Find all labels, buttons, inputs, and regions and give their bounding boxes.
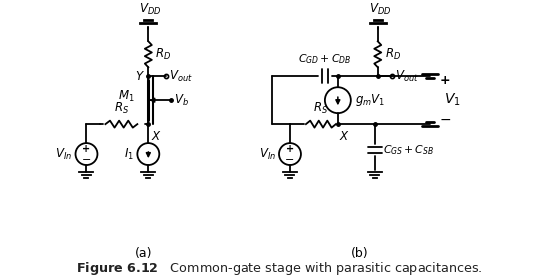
Text: −: − [285, 155, 295, 165]
Text: $V_{out}$: $V_{out}$ [169, 69, 193, 84]
Text: +: + [286, 144, 294, 153]
Text: −: − [440, 113, 451, 127]
Text: $V_{In}$: $V_{In}$ [55, 146, 73, 162]
Text: $R_D$: $R_D$ [384, 47, 401, 62]
Text: $V_{DD}$: $V_{DD}$ [369, 2, 391, 17]
Text: (b): (b) [351, 247, 369, 260]
Text: $C_{GS}+C_{SB}$: $C_{GS}+C_{SB}$ [383, 143, 434, 157]
Text: $R_S$: $R_S$ [314, 101, 329, 116]
Text: $C_{GD}+C_{DB}$: $C_{GD}+C_{DB}$ [299, 52, 352, 66]
Text: X: X [340, 130, 348, 143]
Text: $V_b$: $V_b$ [174, 93, 189, 108]
Text: $M_1$: $M_1$ [118, 89, 134, 104]
Text: +: + [83, 144, 90, 153]
Text: $V_{In}$: $V_{In}$ [259, 146, 276, 162]
Text: X: X [151, 130, 160, 143]
Text: $\bf{Figure\ 6.12}$   Common-gate stage with parasitic capacitances.: $\bf{Figure\ 6.12}$ Common-gate stage wi… [76, 260, 482, 277]
Text: $R_D$: $R_D$ [155, 47, 171, 62]
Text: Y: Y [135, 70, 142, 83]
Text: $V_{out}$: $V_{out}$ [395, 69, 418, 84]
Text: $g_m V_1$: $g_m V_1$ [355, 92, 385, 108]
Text: −: − [82, 155, 91, 165]
Text: +: + [440, 74, 450, 87]
Text: $V_1$: $V_1$ [444, 92, 460, 108]
Text: $V_{DD}$: $V_{DD}$ [139, 2, 161, 17]
Text: $R_S$: $R_S$ [114, 101, 129, 116]
Text: $I_1$: $I_1$ [124, 146, 134, 162]
Text: (a): (a) [134, 247, 152, 260]
